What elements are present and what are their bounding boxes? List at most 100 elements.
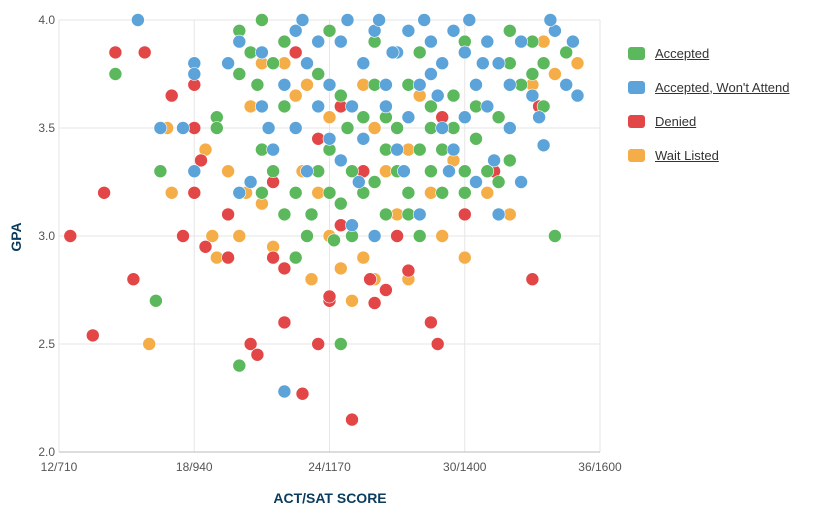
point-accepted[interactable] [379,207,393,222]
point-denied[interactable] [137,45,152,60]
point-accepted-won-t-attend[interactable] [288,23,303,38]
point-accepted[interactable] [390,121,404,135]
point-accepted-won-t-attend[interactable] [480,99,495,114]
point-accepted-won-t-attend[interactable] [255,45,269,60]
point-denied[interactable] [363,272,377,287]
point-accepted[interactable] [435,186,450,200]
point-accepted[interactable] [457,186,472,200]
point-accepted-won-t-attend[interactable] [153,121,168,135]
point-accepted[interactable] [266,164,280,178]
point-accepted-won-t-attend[interactable] [435,121,450,135]
point-accepted[interactable] [536,56,551,71]
point-accepted-won-t-attend[interactable] [457,45,472,60]
point-accepted[interactable] [322,23,337,38]
point-accepted-won-t-attend[interactable] [475,56,490,71]
point-accepted-won-t-attend[interactable] [266,142,280,157]
point-accepted-won-t-attend[interactable] [300,164,314,178]
point-accepted-won-t-attend[interactable] [385,45,400,60]
point-accepted-won-t-attend[interactable] [356,132,371,146]
point-accepted[interactable] [446,88,461,103]
point-wait-listed[interactable] [480,186,495,200]
point-accepted[interactable] [548,229,562,243]
point-accepted[interactable] [412,45,427,60]
point-accepted[interactable] [232,67,247,81]
point-accepted-won-t-attend[interactable] [379,78,393,92]
point-accepted[interactable] [502,23,517,38]
point-accepted-won-t-attend[interactable] [322,132,337,146]
point-accepted-won-t-attend[interactable] [288,121,303,135]
point-accepted-won-t-attend[interactable] [401,110,416,124]
point-accepted-won-t-attend[interactable] [333,153,348,168]
point-wait-listed[interactable] [367,121,382,135]
point-accepted-won-t-attend[interactable] [412,78,427,92]
point-denied[interactable] [63,229,78,243]
point-accepted[interactable] [412,142,427,157]
point-denied[interactable] [243,337,258,351]
point-accepted-won-t-attend[interactable] [559,78,574,92]
point-accepted-won-t-attend[interactable] [277,78,292,92]
point-accepted[interactable] [525,67,540,81]
point-accepted[interactable] [300,229,314,243]
point-accepted-won-t-attend[interactable] [372,13,386,27]
point-accepted-won-t-attend[interactable] [480,34,495,49]
point-accepted-won-t-attend[interactable] [300,56,314,71]
point-wait-listed[interactable] [232,229,247,243]
point-accepted-won-t-attend[interactable] [187,164,202,178]
point-accepted-won-t-attend[interactable] [311,99,326,114]
point-accepted[interactable] [149,293,163,308]
point-wait-listed[interactable] [333,261,348,276]
point-denied[interactable] [277,261,292,276]
point-accepted-won-t-attend[interactable] [487,153,501,168]
point-accepted-won-t-attend[interactable] [566,34,580,49]
point-accepted-won-t-attend[interactable] [424,34,438,49]
point-accepted[interactable] [345,164,359,178]
point-wait-listed[interactable] [205,229,220,243]
point-denied[interactable] [221,207,235,222]
point-denied[interactable] [126,272,141,287]
point-accepted-won-t-attend[interactable] [345,99,359,114]
point-accepted[interactable] [356,110,371,124]
point-accepted[interactable] [277,207,292,222]
point-accepted-won-t-attend[interactable] [435,56,450,71]
point-accepted-won-t-attend[interactable] [469,175,483,189]
point-accepted[interactable] [401,186,416,200]
point-accepted[interactable] [469,132,483,146]
point-accepted-won-t-attend[interactable] [243,175,258,189]
point-accepted-won-t-attend[interactable] [536,138,551,153]
point-accepted-won-t-attend[interactable] [446,23,461,38]
point-wait-listed[interactable] [304,272,319,287]
point-accepted-won-t-attend[interactable] [322,78,337,92]
point-accepted[interactable] [502,153,517,168]
point-accepted-won-t-attend[interactable] [514,175,528,189]
point-accepted-won-t-attend[interactable] [367,229,382,243]
point-accepted[interactable] [327,233,341,248]
point-denied[interactable] [288,45,303,60]
point-accepted[interactable] [288,250,303,265]
point-accepted[interactable] [250,78,265,92]
point-accepted-won-t-attend[interactable] [417,13,432,27]
point-wait-listed[interactable] [142,337,156,351]
point-accepted[interactable] [559,45,574,60]
point-accepted[interactable] [304,207,319,222]
point-denied[interactable] [345,412,359,427]
point-accepted-won-t-attend[interactable] [187,67,202,81]
point-accepted[interactable] [108,67,123,81]
point-accepted-won-t-attend[interactable] [469,78,483,92]
point-accepted-won-t-attend[interactable] [525,88,540,103]
point-wait-listed[interactable] [221,164,235,178]
point-accepted-won-t-attend[interactable] [412,207,427,222]
point-accepted[interactable] [288,186,303,200]
point-denied[interactable] [194,153,208,168]
point-denied[interactable] [424,315,438,330]
point-denied[interactable] [187,186,202,200]
point-accepted-won-t-attend[interactable] [532,110,546,124]
point-accepted-won-t-attend[interactable] [311,34,326,49]
point-accepted[interactable] [340,121,355,135]
point-accepted-won-t-attend[interactable] [401,23,416,38]
point-accepted-won-t-attend[interactable] [351,175,366,189]
point-accepted[interactable] [491,175,506,189]
point-accepted[interactable] [311,67,326,81]
point-denied[interactable] [322,289,337,304]
point-denied[interactable] [108,45,123,60]
point-accepted-won-t-attend[interactable] [131,13,145,27]
